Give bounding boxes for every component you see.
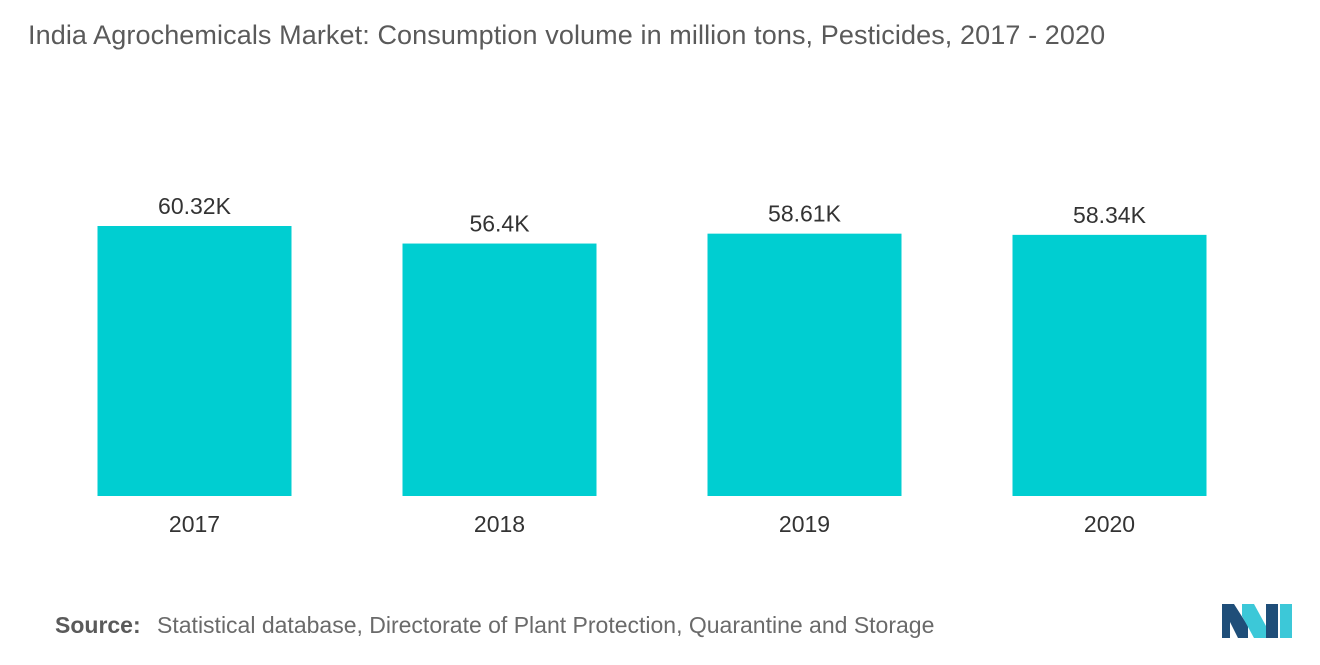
value-label-2018: 56.4K	[469, 211, 530, 237]
x-tick-2020: 2020	[1084, 511, 1135, 537]
logo-right-accent	[1280, 604, 1292, 638]
bar-2018	[402, 243, 597, 496]
logo-left-stroke	[1222, 604, 1248, 638]
value-label-2019: 58.61K	[768, 201, 842, 227]
source-text: Statistical database, Directorate of Pla…	[157, 612, 935, 638]
x-tick-2017: 2017	[169, 511, 220, 537]
value-label-2020: 58.34K	[1073, 202, 1147, 228]
logo-right-stroke	[1266, 604, 1278, 638]
bar-2019	[707, 233, 902, 496]
source-label: Source:	[55, 612, 141, 638]
source-note: Source: Statistical database, Directorat…	[55, 612, 934, 639]
x-tick-2018: 2018	[474, 511, 525, 537]
mordor-intelligence-logo-icon	[1222, 604, 1292, 638]
bar-2020	[1012, 234, 1207, 496]
value-label-2017: 60.32K	[158, 193, 232, 219]
bar-2017	[97, 226, 292, 496]
chart-title: India Agrochemicals Market: Consumption …	[28, 20, 1106, 50]
x-tick-2019: 2019	[779, 511, 830, 537]
bar-chart: 60.32K 2017 56.4K 2018 58.61K 2019 58.34K 2020	[97, 193, 1207, 537]
logo-mid-stroke	[1242, 604, 1266, 638]
